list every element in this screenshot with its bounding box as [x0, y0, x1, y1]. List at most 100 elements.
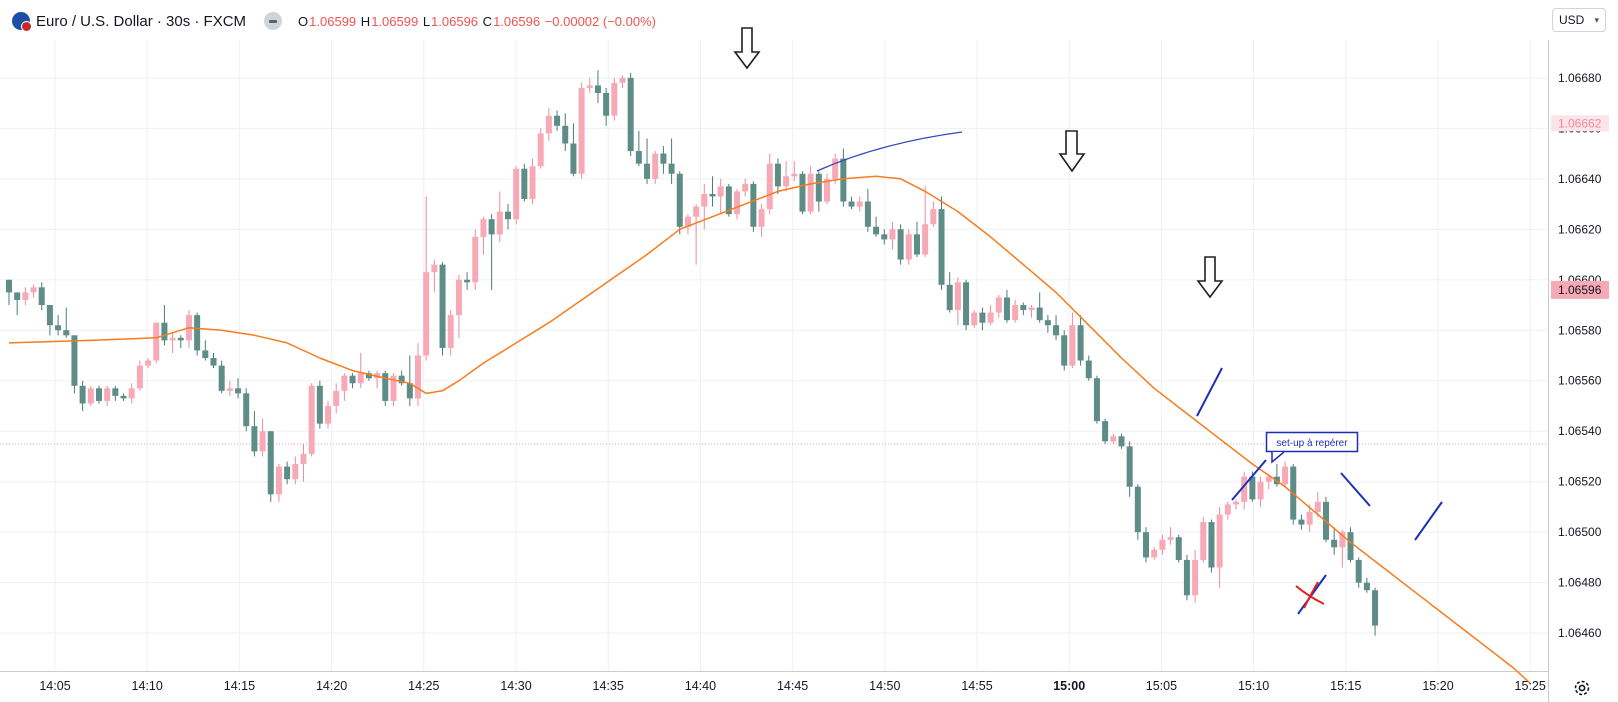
candle — [578, 82, 585, 179]
candle — [734, 188, 741, 220]
candle — [79, 380, 86, 412]
candle — [627, 72, 634, 157]
candle — [1036, 292, 1043, 323]
candle — [766, 153, 773, 215]
candle-body — [979, 312, 986, 323]
trend-line-drawing[interactable] — [1231, 459, 1267, 501]
candle — [1061, 330, 1068, 371]
candle — [382, 370, 389, 406]
red-cross-mark[interactable] — [1295, 581, 1325, 609]
candle-body — [1044, 320, 1051, 326]
candle-body — [864, 201, 871, 227]
candle — [717, 178, 724, 215]
hide-series-icon[interactable] — [264, 12, 283, 30]
candle-body — [1159, 539, 1166, 550]
candle — [95, 385, 102, 404]
candle — [913, 221, 920, 258]
candle-body — [840, 158, 847, 202]
candle-body — [226, 388, 233, 391]
x-tick-label: 14:10 — [132, 679, 163, 693]
price-axis[interactable]: 1.06460 1.06480 1.06500 1.06520 1.06540 1.065… — [1558, 71, 1602, 640]
candle — [1077, 315, 1084, 366]
candle-body — [46, 305, 53, 326]
down-arrow-icon[interactable] — [733, 27, 761, 70]
candle — [87, 385, 94, 406]
close-value: 1.06596 — [493, 13, 541, 29]
candle-body — [758, 209, 765, 227]
candle-body — [946, 284, 953, 311]
candle-body — [1282, 466, 1289, 485]
y-tick-label: 1.06640 — [1558, 172, 1602, 186]
candle-body — [365, 373, 372, 379]
candle — [1282, 461, 1289, 487]
candle-body — [128, 388, 135, 399]
candle — [259, 418, 266, 457]
y-tick-label: 1.06560 — [1558, 374, 1602, 388]
candle — [153, 322, 160, 364]
change-value: −0.00002 (−0.00%) — [544, 13, 656, 29]
curve-drawing[interactable] — [816, 131, 963, 172]
candle-body — [783, 176, 790, 187]
trend-line-drawing[interactable] — [1414, 501, 1443, 541]
y-tick-label: 1.06520 — [1558, 475, 1602, 489]
candle — [529, 158, 536, 205]
candle-body — [529, 166, 536, 200]
candle — [390, 373, 397, 406]
candle-body — [570, 143, 577, 174]
candle — [840, 148, 847, 207]
candle-body — [104, 388, 111, 401]
candle — [987, 305, 994, 326]
candle — [1102, 418, 1109, 444]
x-tick-label: 15:20 — [1422, 679, 1453, 693]
candle — [374, 370, 381, 389]
candle-body — [1355, 559, 1362, 583]
x-tick-label: 14:40 — [685, 679, 716, 693]
candle — [807, 166, 814, 215]
candle-body — [415, 355, 421, 399]
candle-body — [995, 297, 1002, 313]
candle — [423, 196, 430, 361]
candle-body — [987, 312, 994, 323]
candle — [611, 77, 618, 121]
candle — [333, 383, 340, 414]
candle — [267, 431, 274, 502]
candle — [652, 151, 659, 184]
trend-line-drawing[interactable] — [1340, 472, 1371, 507]
gear-icon[interactable] — [1572, 678, 1592, 698]
candle-body — [382, 373, 389, 401]
candle — [1306, 504, 1313, 533]
candle — [635, 130, 642, 167]
candle — [480, 216, 487, 255]
candle-body — [644, 163, 651, 179]
x-tick-label: 15:15 — [1330, 679, 1361, 693]
candle — [1224, 501, 1231, 520]
candle-body — [611, 82, 618, 116]
candle — [1372, 587, 1379, 636]
candle — [1355, 557, 1362, 588]
candle-body — [1339, 532, 1346, 548]
symbol-title[interactable]: Euro / U.S. Dollar · 30s · FXCM — [36, 12, 247, 30]
candle-body — [709, 193, 716, 197]
setup-callout[interactable]: set-up à repérer — [1265, 431, 1359, 464]
candle-body — [1249, 476, 1256, 500]
candle — [594, 70, 601, 104]
time-axis[interactable]: 14:05 14:10 14:15 14:20 14:25 14:30 14:35 14:40… — [39, 679, 1546, 693]
down-arrow-icon[interactable] — [1196, 256, 1224, 299]
candle-body — [267, 431, 274, 495]
candle-body — [725, 186, 732, 215]
currency-selector[interactable]: USD ▾ — [1552, 8, 1606, 32]
trend-line-drawing[interactable] — [1196, 367, 1223, 417]
down-arrow-icon[interactable] — [1058, 130, 1086, 173]
candle-body — [251, 426, 258, 452]
candle-body — [963, 282, 970, 326]
candle — [55, 315, 62, 336]
candle — [1143, 527, 1150, 563]
candle — [1053, 315, 1060, 341]
candle — [1044, 315, 1051, 333]
candle — [161, 305, 168, 346]
candle — [1175, 534, 1182, 563]
candle — [1347, 527, 1354, 563]
candle-body — [325, 405, 332, 424]
candle — [112, 385, 119, 401]
